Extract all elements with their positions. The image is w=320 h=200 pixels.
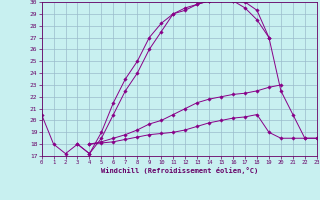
X-axis label: Windchill (Refroidissement éolien,°C): Windchill (Refroidissement éolien,°C): [100, 167, 258, 174]
